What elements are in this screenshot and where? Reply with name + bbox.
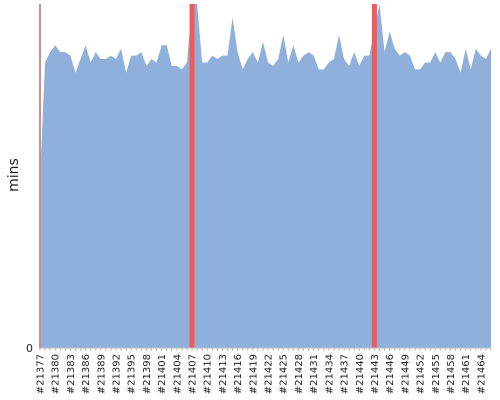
x-tick-label: #21434 <box>324 354 335 394</box>
x-tick-label: #21464 <box>476 354 487 394</box>
failed-build-marker <box>189 4 195 348</box>
x-tick-label: #21413 <box>218 354 229 394</box>
x-tick-label: #21419 <box>248 354 259 394</box>
x-tick-label: #21446 <box>385 354 396 394</box>
x-tick-label: #21383 <box>66 354 77 394</box>
x-tick-label: #21431 <box>309 354 320 394</box>
x-tick-label: #21425 <box>279 354 290 394</box>
x-tick-label: #21407 <box>188 354 199 394</box>
x-tick-label: #21386 <box>81 354 92 394</box>
x-tick-label: #21398 <box>142 354 153 394</box>
x-tick-label: #21389 <box>96 354 107 394</box>
duration-area <box>40 4 491 348</box>
y-axis-ticks: 0 <box>26 342 33 355</box>
x-tick-label: #21440 <box>355 354 366 394</box>
x-tick-label: #21410 <box>203 354 214 394</box>
x-tick-label: #21416 <box>233 354 244 394</box>
failed-build-marker <box>371 4 377 348</box>
y-tick-label: 0 <box>26 342 33 355</box>
x-tick-label: #21458 <box>446 354 457 394</box>
x-axis-ticks: #21377 #21380 #21383 #21386 #21389 #21392 #213… <box>36 348 492 394</box>
x-tick-label: #21392 <box>112 354 123 394</box>
x-tick-label: #21461 <box>461 354 472 394</box>
x-tick-label: #21401 <box>157 354 168 394</box>
x-tick-label: #21437 <box>340 354 351 394</box>
x-tick-label: #21377 <box>36 354 47 394</box>
x-tick-label: #21455 <box>431 354 442 394</box>
x-tick-label: #21428 <box>294 354 305 394</box>
x-tick-label: #21452 <box>416 354 427 394</box>
x-tick-label: #21380 <box>51 354 62 394</box>
x-tick-label: #21422 <box>264 354 275 394</box>
y-axis-title: mins <box>6 158 22 192</box>
x-tick-label: #21443 <box>370 354 381 394</box>
x-tick-label: #21449 <box>400 354 411 394</box>
x-tick-label: #21404 <box>172 354 183 394</box>
x-tick-label: #21395 <box>127 354 138 394</box>
